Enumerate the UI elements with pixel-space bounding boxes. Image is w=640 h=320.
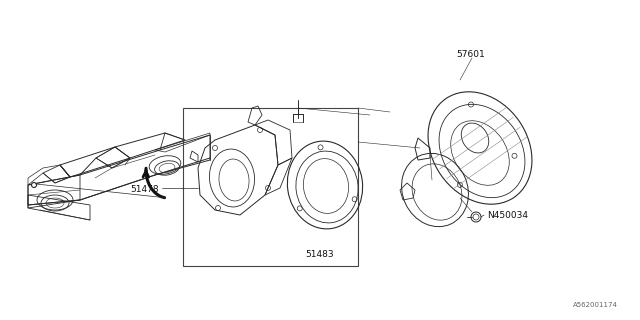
Bar (183, 108, 358, 266)
Circle shape (31, 182, 36, 188)
Text: 51478: 51478 (130, 185, 159, 194)
Text: N450034: N450034 (487, 211, 528, 220)
Text: 51483: 51483 (305, 250, 333, 259)
Text: A562001174: A562001174 (573, 302, 618, 308)
Text: 57601: 57601 (456, 50, 484, 59)
